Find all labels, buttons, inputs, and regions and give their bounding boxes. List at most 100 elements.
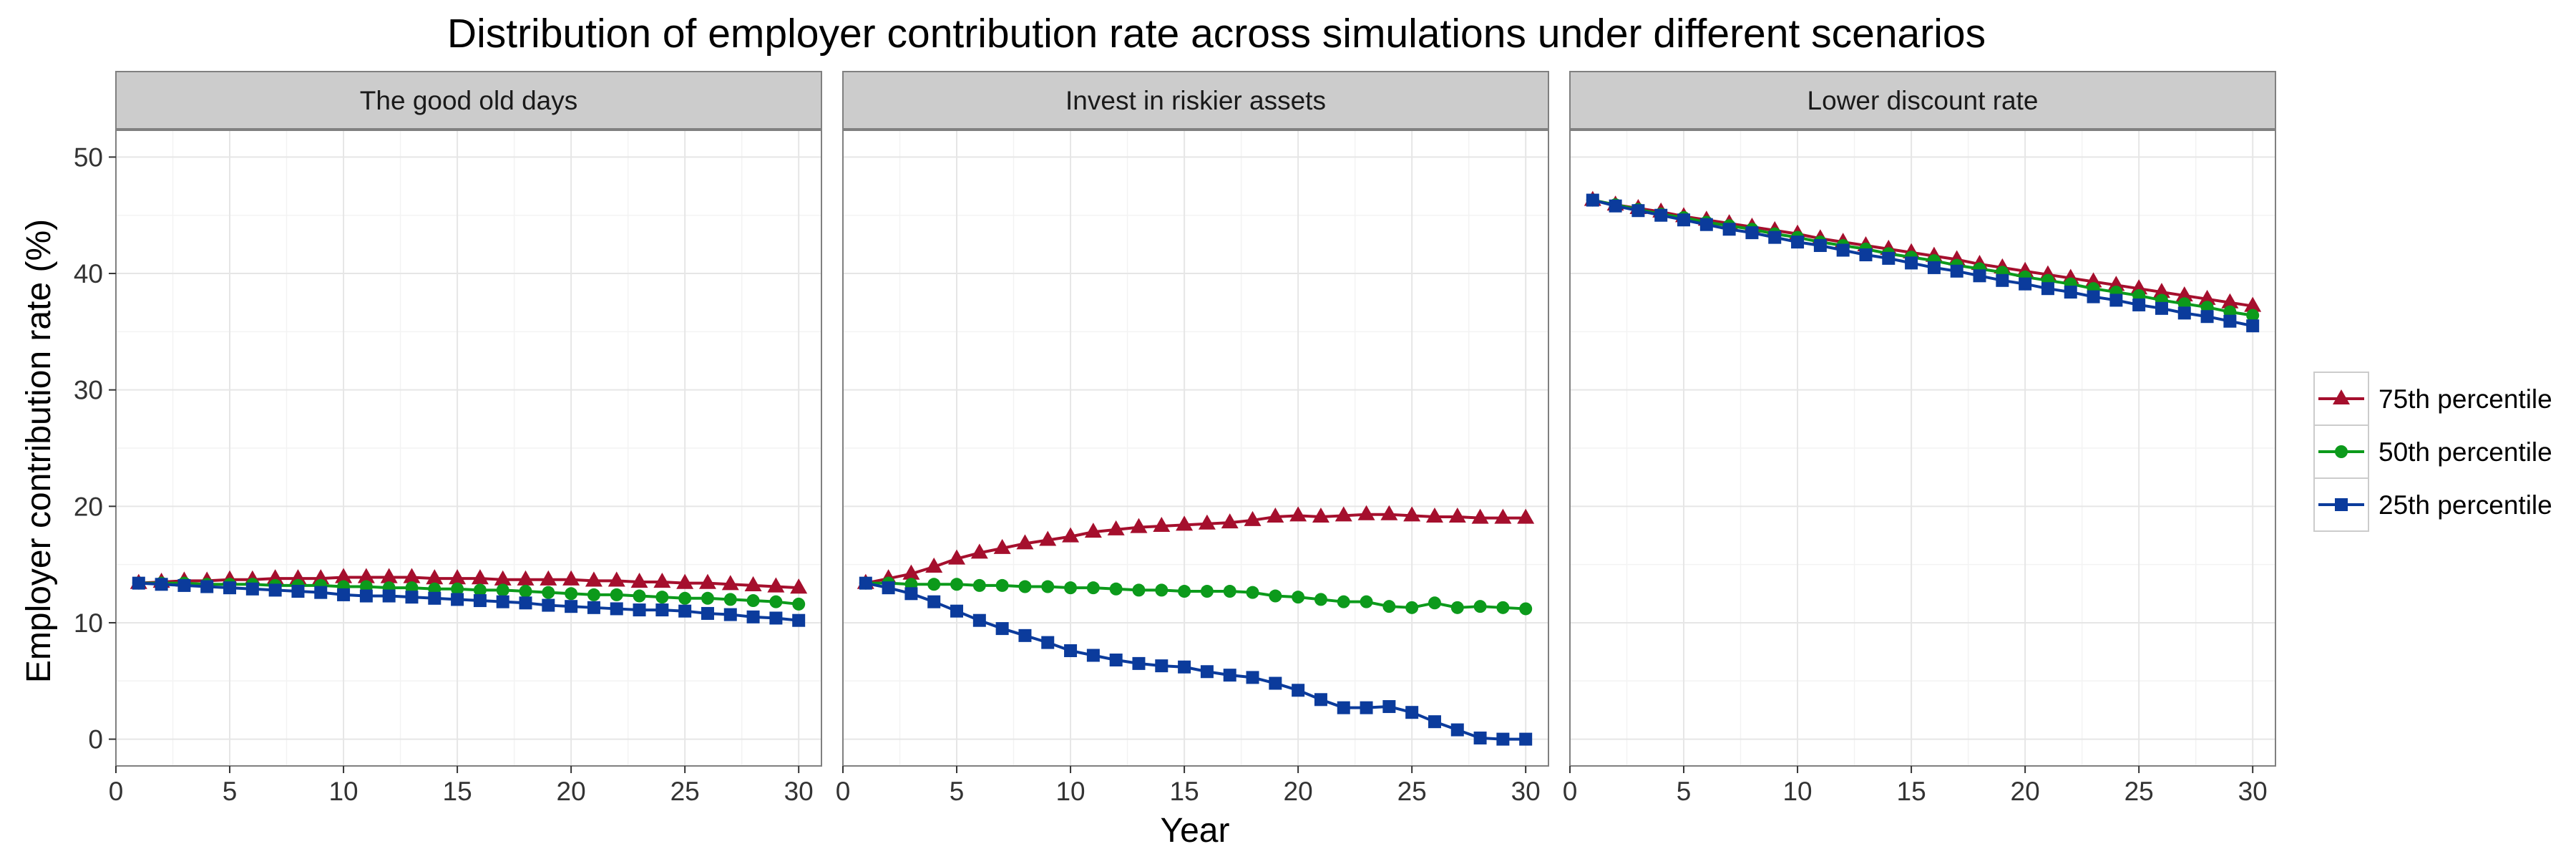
data-point — [473, 594, 487, 608]
data-point — [496, 595, 509, 608]
data-point — [1289, 506, 1307, 522]
data-point — [585, 571, 602, 587]
data-point — [1813, 239, 1827, 253]
data-point — [519, 596, 532, 610]
x-tick-label: 30 — [1511, 777, 1541, 806]
x-axis: 0 5 10 15 20 25 30 — [1563, 766, 2268, 806]
data-point — [2041, 282, 2054, 296]
data-point — [155, 578, 168, 591]
data-point — [291, 585, 305, 598]
legend-label: 50th percentile — [2379, 437, 2552, 467]
data-point — [517, 570, 535, 586]
x-tick-label: 20 — [2011, 777, 2040, 806]
data-point — [2132, 298, 2146, 311]
data-point — [1791, 236, 1805, 249]
data-point — [1699, 218, 1713, 231]
data-point — [2223, 314, 2237, 328]
data-point — [1836, 243, 1850, 257]
data-point — [630, 573, 648, 588]
x-tick-label: 25 — [2124, 777, 2154, 806]
data-point — [451, 582, 464, 596]
chart-title: Distribution of employer contribution ra… — [447, 11, 1986, 57]
data-point — [1178, 585, 1191, 598]
data-point — [540, 570, 557, 586]
data-point — [1405, 706, 1419, 719]
panel-3: Lower discount rate 0 5 10 15 20 25 30 — [1563, 71, 2276, 806]
data-point — [1882, 251, 1896, 265]
facet-strip-label: The good old days — [360, 86, 577, 115]
data-point — [1221, 513, 1239, 529]
legend-key-marker — [2335, 445, 2348, 458]
x-tick-label: 10 — [1055, 777, 1085, 806]
data-point — [2087, 290, 2100, 304]
legend-label: 25th percentile — [2379, 490, 2552, 520]
data-point — [2175, 286, 2193, 302]
data-point — [1950, 264, 1963, 278]
data-point — [451, 593, 464, 606]
major-gridlines — [1569, 130, 2275, 766]
data-point — [1360, 701, 1373, 714]
data-point — [1337, 595, 1350, 608]
data-point — [746, 594, 760, 608]
legend: 75th percentile 50th percentile 25th perce… — [2313, 372, 2552, 532]
data-point — [610, 602, 623, 616]
data-point — [1132, 583, 1146, 597]
data-point — [995, 578, 1009, 592]
data-point — [1519, 602, 1533, 616]
x-tick-label: 20 — [1284, 777, 1313, 806]
data-point — [1745, 226, 1759, 240]
data-point — [1403, 506, 1421, 522]
data-point — [1973, 269, 1986, 283]
data-point — [268, 583, 282, 597]
data-point — [744, 576, 762, 591]
legend-item-75th-percentile: 75th percentile — [2313, 372, 2552, 426]
data-point — [405, 591, 419, 604]
data-point — [245, 582, 259, 596]
legend-key-marker — [2333, 389, 2350, 405]
x-tick-label: 0 — [1563, 777, 1578, 806]
data-point — [1292, 684, 1305, 697]
data-point — [335, 568, 353, 583]
x-tick-label: 0 — [109, 777, 124, 806]
data-point — [1677, 213, 1691, 227]
data-point — [950, 578, 964, 591]
data-point — [542, 586, 555, 599]
data-point — [904, 587, 918, 601]
data-point — [2109, 293, 2123, 307]
x-axis-title: Year — [1161, 812, 1230, 850]
data-point — [746, 610, 760, 623]
data-point — [565, 600, 578, 613]
data-point — [993, 538, 1011, 554]
data-point — [1859, 248, 1873, 262]
data-point — [1405, 601, 1419, 614]
data-point — [653, 573, 671, 588]
facet-strip — [842, 71, 1549, 130]
x-tick-label: 30 — [2238, 777, 2268, 806]
data-point — [403, 568, 421, 583]
facet-strip — [115, 71, 822, 130]
data-point — [357, 568, 375, 583]
data-point — [633, 603, 646, 617]
data-point — [1178, 660, 1191, 674]
data-point — [1223, 669, 1236, 682]
data-point — [1337, 701, 1350, 714]
data-point — [223, 581, 237, 595]
data-point — [1314, 693, 1327, 707]
data-point — [1246, 586, 1259, 599]
y-tick-label: 20 — [74, 492, 103, 521]
data-point — [1155, 659, 1169, 673]
data-point — [1223, 585, 1236, 598]
data-point — [1927, 261, 1941, 274]
data-point — [723, 593, 737, 606]
legend-item-25th-percentile: 25th percentile — [2313, 477, 2552, 532]
data-point — [2019, 277, 2032, 291]
data-point — [723, 608, 737, 621]
minor-gridlines — [116, 130, 821, 766]
x-tick-label: 15 — [1170, 777, 1199, 806]
data-point — [1107, 520, 1125, 535]
data-point — [925, 557, 943, 573]
x-tick-label: 15 — [1897, 777, 1926, 806]
data-point — [859, 576, 872, 590]
data-point — [359, 589, 373, 603]
